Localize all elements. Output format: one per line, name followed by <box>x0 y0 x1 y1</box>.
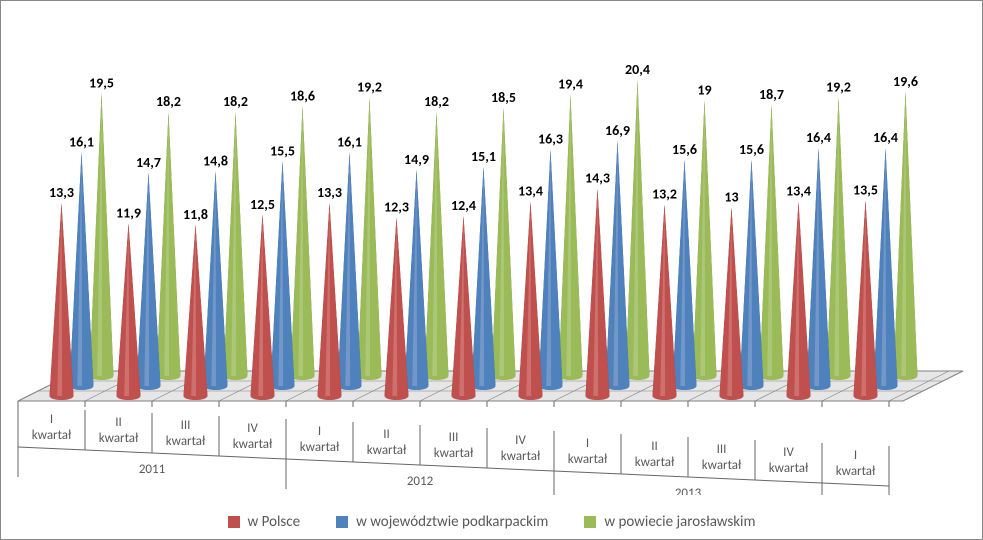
value-label: 15,6 <box>739 141 764 158</box>
value-label: 19,2 <box>357 79 382 96</box>
legend-item-0: w Polsce <box>228 513 301 531</box>
axis-quarter-label: kwartał <box>99 431 139 446</box>
axis-year-top <box>822 483 889 486</box>
value-label: 13,5 <box>853 181 878 198</box>
value-label: 13,2 <box>652 186 677 203</box>
axis-quarter-label: kwartał <box>233 437 273 452</box>
axis-year-label: 2012 <box>407 474 434 489</box>
value-label: 14,3 <box>585 170 610 187</box>
value-label: 13,4 <box>786 183 811 200</box>
axis-quarter-label: I <box>50 412 53 427</box>
value-label: 13,3 <box>49 184 74 201</box>
axis-quarter-label: kwartał <box>702 458 742 473</box>
axis-quarter-label: kwartał <box>568 452 608 467</box>
legend-label-0: w Polsce <box>248 513 301 531</box>
value-label: 15,6 <box>672 141 697 158</box>
axis-quarter-label: kwartał <box>166 434 206 449</box>
legend-item-1: w województwie podkarpackim <box>336 513 548 531</box>
axis-quarter-label: I <box>586 436 589 451</box>
value-label: 11,8 <box>183 206 208 223</box>
value-label: 18,2 <box>223 93 248 110</box>
value-label: 19,6 <box>893 73 918 90</box>
axis-quarter-label: IV <box>247 421 258 436</box>
legend-swatch-0 <box>228 516 240 528</box>
value-label: 16,9 <box>605 122 630 139</box>
value-label: 16,4 <box>806 129 831 146</box>
axis-year-label: 2014 <box>842 494 869 496</box>
axis-quarter-label: I <box>318 424 321 439</box>
value-label: 19,5 <box>89 74 114 91</box>
value-label: 13,3 <box>317 184 342 201</box>
axis-quarter-label: kwartał <box>32 428 72 443</box>
value-label: 16,1 <box>337 134 362 151</box>
legend-swatch-2 <box>584 516 596 528</box>
chart-svg: 19,5 18,2 18,2 18,6 19,2 18,2 18,5 19,4 20,4 19 18… <box>1 1 982 495</box>
value-label: 18,5 <box>491 89 516 106</box>
chart-container: 19,5 18,2 18,2 18,6 19,2 18,2 18,5 19,4 20,4 19 18… <box>0 0 983 540</box>
value-label: 12,3 <box>384 199 409 216</box>
axis-quarter-label: kwartał <box>300 440 340 455</box>
axis-quarter-label: III <box>181 418 191 433</box>
legend-label-2: w powiecie jarosławskim <box>604 513 755 531</box>
value-label: 14,7 <box>136 154 161 171</box>
value-label: 19,4 <box>558 76 583 93</box>
axis-quarter-label: kwartał <box>434 446 474 461</box>
value-label: 18,6 <box>290 87 315 104</box>
value-label: 14,9 <box>404 151 429 168</box>
value-label: 15,1 <box>471 148 496 165</box>
axis-year-label: 2013 <box>675 486 702 495</box>
axis-quarter-label: kwartał <box>367 443 407 458</box>
axis-quarter-label: II <box>115 415 122 430</box>
value-label: 12,5 <box>250 196 275 213</box>
value-label: 14,8 <box>203 152 228 169</box>
axis-quarter-label: IV <box>783 445 794 460</box>
value-label: 12,4 <box>451 197 476 214</box>
axis-quarter-label: III <box>717 442 727 457</box>
value-label: 18,7 <box>759 86 784 103</box>
axis-year-label: 2011 <box>139 462 165 477</box>
value-label: 16,3 <box>538 131 563 148</box>
legend: w Polsce w województwie podkarpackim w p… <box>1 513 982 531</box>
axis-quarter-label: kwartał <box>836 464 876 479</box>
axis-quarter-label: III <box>449 430 459 445</box>
value-label: 11,9 <box>116 204 141 221</box>
value-label: 16,4 <box>873 129 898 146</box>
legend-swatch-1 <box>336 516 348 528</box>
value-label: 13,4 <box>518 183 543 200</box>
value-label: 19 <box>697 82 711 99</box>
legend-label-1: w województwie podkarpackim <box>356 513 548 531</box>
axis-quarter-label: kwartał <box>635 455 675 470</box>
legend-item-2: w powiecie jarosławskim <box>584 513 755 531</box>
value-label: 15,5 <box>270 142 295 159</box>
value-label: 16,1 <box>69 134 94 151</box>
axis-quarter-label: II <box>383 427 390 442</box>
axis-quarter-label: kwartał <box>769 461 809 476</box>
axis-quarter-label: IV <box>515 433 526 448</box>
value-label: 18,2 <box>424 93 449 110</box>
value-label: 19,2 <box>826 79 851 96</box>
axis-quarter-label: I <box>854 448 857 463</box>
value-label: 18,2 <box>156 93 181 110</box>
value-label: 20,4 <box>625 61 650 78</box>
value-label: 13 <box>724 189 738 206</box>
axis-quarter-label: kwartał <box>501 449 541 464</box>
axis-quarter-label: II <box>651 439 658 454</box>
